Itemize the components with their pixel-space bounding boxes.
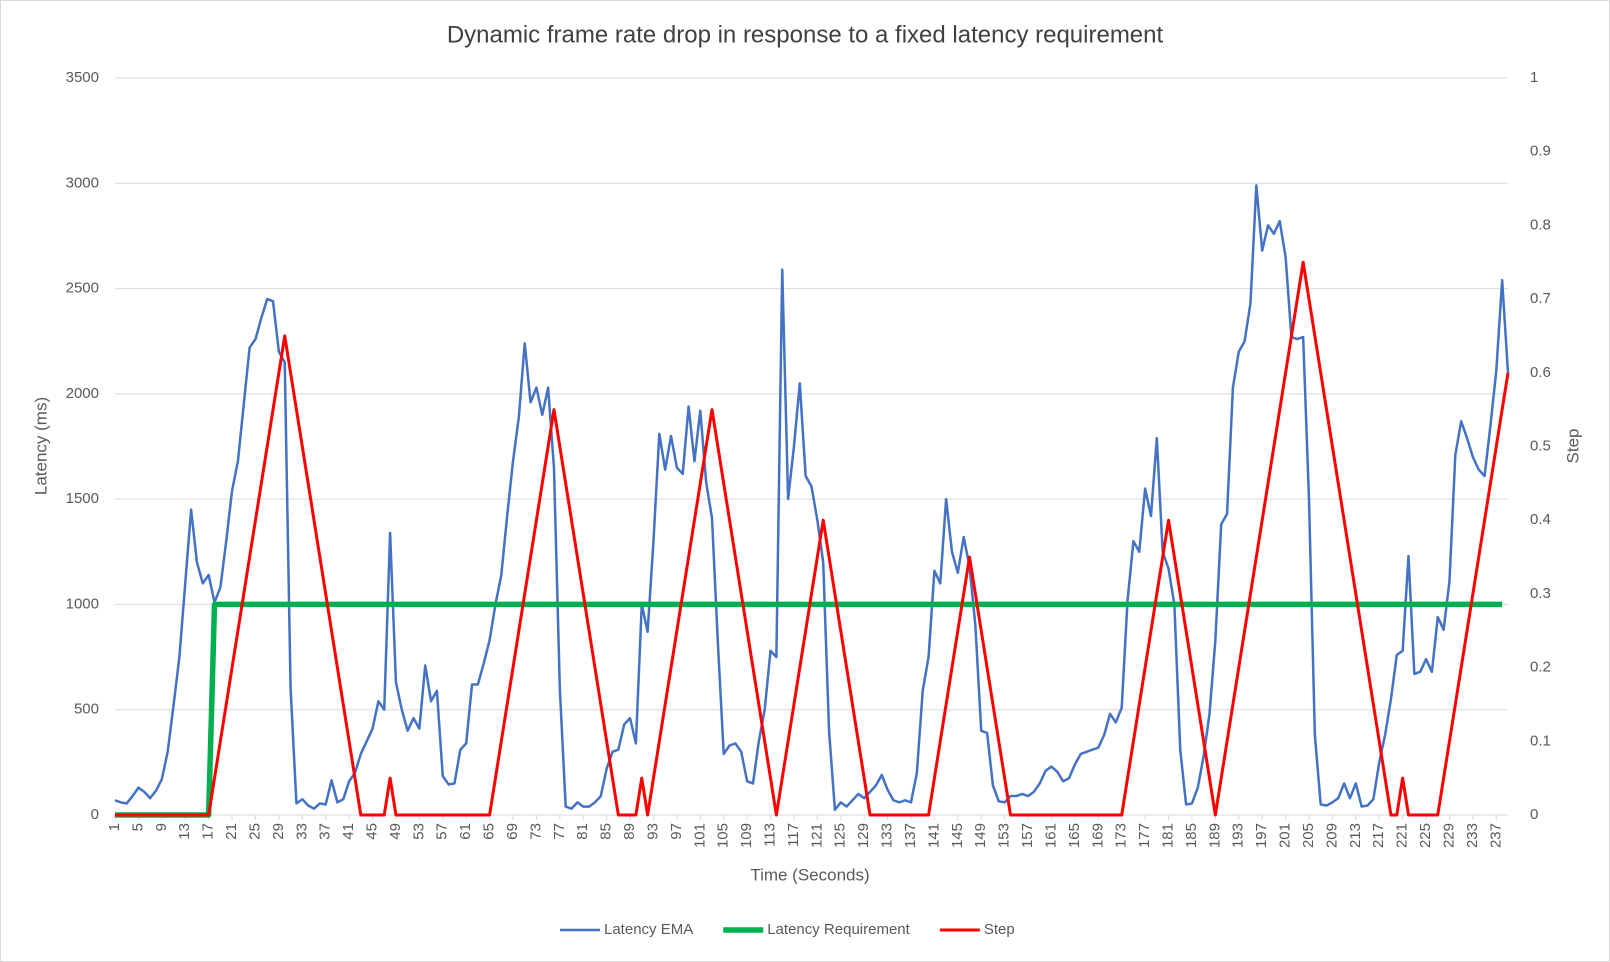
x-tick-label: 181 [1159, 823, 1176, 848]
x-tick-label: 85 [598, 823, 615, 840]
x-tick-label: 125 [832, 823, 849, 848]
x-tick-label: 81 [574, 823, 591, 840]
x-tick-label: 169 [1089, 823, 1106, 848]
y-tick-label: 0 [91, 806, 99, 823]
legend-label: Latency Requirement [767, 921, 910, 938]
x-tick-label: 233 [1464, 823, 1481, 848]
y2-tick-label: 0.7 [1530, 290, 1551, 307]
y-tick-label: 2000 [66, 385, 99, 402]
x-tick-label: 1 [106, 823, 123, 831]
x-tick-label: 165 [1066, 823, 1083, 848]
x-tick-label: 201 [1277, 823, 1294, 848]
x-tick-label: 5 [129, 823, 146, 831]
y2-tick-label: 0.2 [1530, 659, 1551, 676]
x-tick-label: 109 [738, 823, 755, 848]
x-tick-label: 13 [176, 823, 193, 840]
y2-tick-label: 0 [1530, 806, 1538, 823]
x-tick-label: 113 [761, 823, 778, 847]
y-tick-label: 2500 [66, 280, 99, 297]
x-tick-label: 77 [551, 823, 568, 840]
x-tick-label: 145 [949, 823, 966, 848]
x-tick-label: 117 [785, 823, 802, 847]
x-tick-label: 153 [996, 823, 1013, 848]
x-tick-label: 69 [504, 823, 521, 840]
series-line [114, 184, 1510, 811]
y2-tick-label: 0.3 [1530, 585, 1551, 602]
x-tick-label: 197 [1253, 823, 1270, 848]
legend-item: Step [939, 921, 1015, 938]
x-tick-label: 25 [246, 823, 263, 840]
chart-title: Dynamic frame rate drop in response to a… [447, 21, 1164, 48]
x-tick-label: 21 [223, 823, 240, 840]
x-tick-label: 149 [972, 823, 989, 848]
y2-tick-label: 0.6 [1530, 364, 1551, 381]
y-tick-label: 1500 [66, 490, 99, 507]
y2-tick-label: 0.8 [1530, 216, 1551, 233]
x-tick-label: 29 [270, 823, 287, 840]
y-axis-title: Latency (ms) [31, 397, 50, 495]
x-tick-label: 229 [1440, 823, 1457, 848]
y2-axis-title: Step [1563, 429, 1582, 464]
x-tick-label: 101 [691, 823, 708, 848]
x-axis-title: Time (Seconds) [750, 865, 869, 884]
legend-item: Latency EMA [560, 921, 693, 938]
x-tick-label: 137 [902, 823, 919, 848]
x-tick-label: 221 [1394, 823, 1411, 848]
x-tick-label: 53 [410, 823, 427, 840]
x-tick-label: 121 [808, 823, 825, 848]
x-tick-label: 17 [200, 823, 217, 840]
x-tick-label: 161 [1042, 823, 1059, 848]
x-tick-label: 193 [1230, 823, 1247, 848]
x-tick-label: 97 [668, 823, 685, 840]
x-tick-label: 217 [1370, 823, 1387, 848]
x-tick-label: 173 [1113, 823, 1130, 848]
x-tick-label: 89 [621, 823, 638, 840]
y-tick-label: 3000 [66, 174, 99, 191]
series-line [115, 260, 1510, 817]
x-tick-label: 33 [293, 823, 310, 840]
y2-tick-label: 0.9 [1530, 143, 1551, 160]
x-tick-label: 61 [457, 823, 474, 840]
x-tick-label: 49 [387, 823, 404, 840]
x-tick-label: 225 [1417, 823, 1434, 848]
x-tick-label: 185 [1183, 823, 1200, 848]
x-tick-label: 73 [527, 823, 544, 840]
legend: Latency EMA Latency Requirement Step [560, 921, 1015, 938]
x-tick-label: 65 [481, 823, 498, 840]
y-tick-label: 500 [74, 701, 99, 718]
x-tick-label: 209 [1323, 823, 1340, 848]
x-tick-label: 189 [1206, 823, 1223, 848]
x-tick-label: 177 [1136, 823, 1153, 848]
legend-label: Latency EMA [604, 921, 693, 938]
y-tick-label: 3500 [66, 69, 99, 86]
y2-tick-label: 0.1 [1530, 732, 1551, 749]
y-tick-label: 1000 [66, 595, 99, 612]
x-tick-label: 133 [879, 823, 896, 848]
x-tick-label: 105 [715, 823, 732, 848]
x-tick-label: 205 [1300, 823, 1317, 848]
x-tick-label: 45 [363, 823, 380, 840]
x-tick-label: 57 [434, 823, 451, 840]
x-tick-label: 93 [644, 823, 661, 840]
x-tick-label: 37 [317, 823, 334, 840]
x-tick-label: 141 [925, 823, 942, 848]
x-tick-label: 9 [153, 823, 170, 831]
x-tick-label: 237 [1487, 823, 1504, 848]
y2-tick-label: 1 [1530, 69, 1538, 86]
x-tick-label: 213 [1347, 823, 1364, 848]
y2-tick-label: 0.4 [1530, 511, 1551, 528]
x-tick-label: 157 [1019, 823, 1036, 848]
x-tick-label: 129 [855, 823, 872, 848]
x-tick-label: 41 [340, 823, 357, 840]
legend-label: Step [984, 921, 1015, 938]
y2-tick-label: 0.5 [1530, 437, 1551, 454]
legend-item: Latency Requirement [723, 921, 911, 938]
